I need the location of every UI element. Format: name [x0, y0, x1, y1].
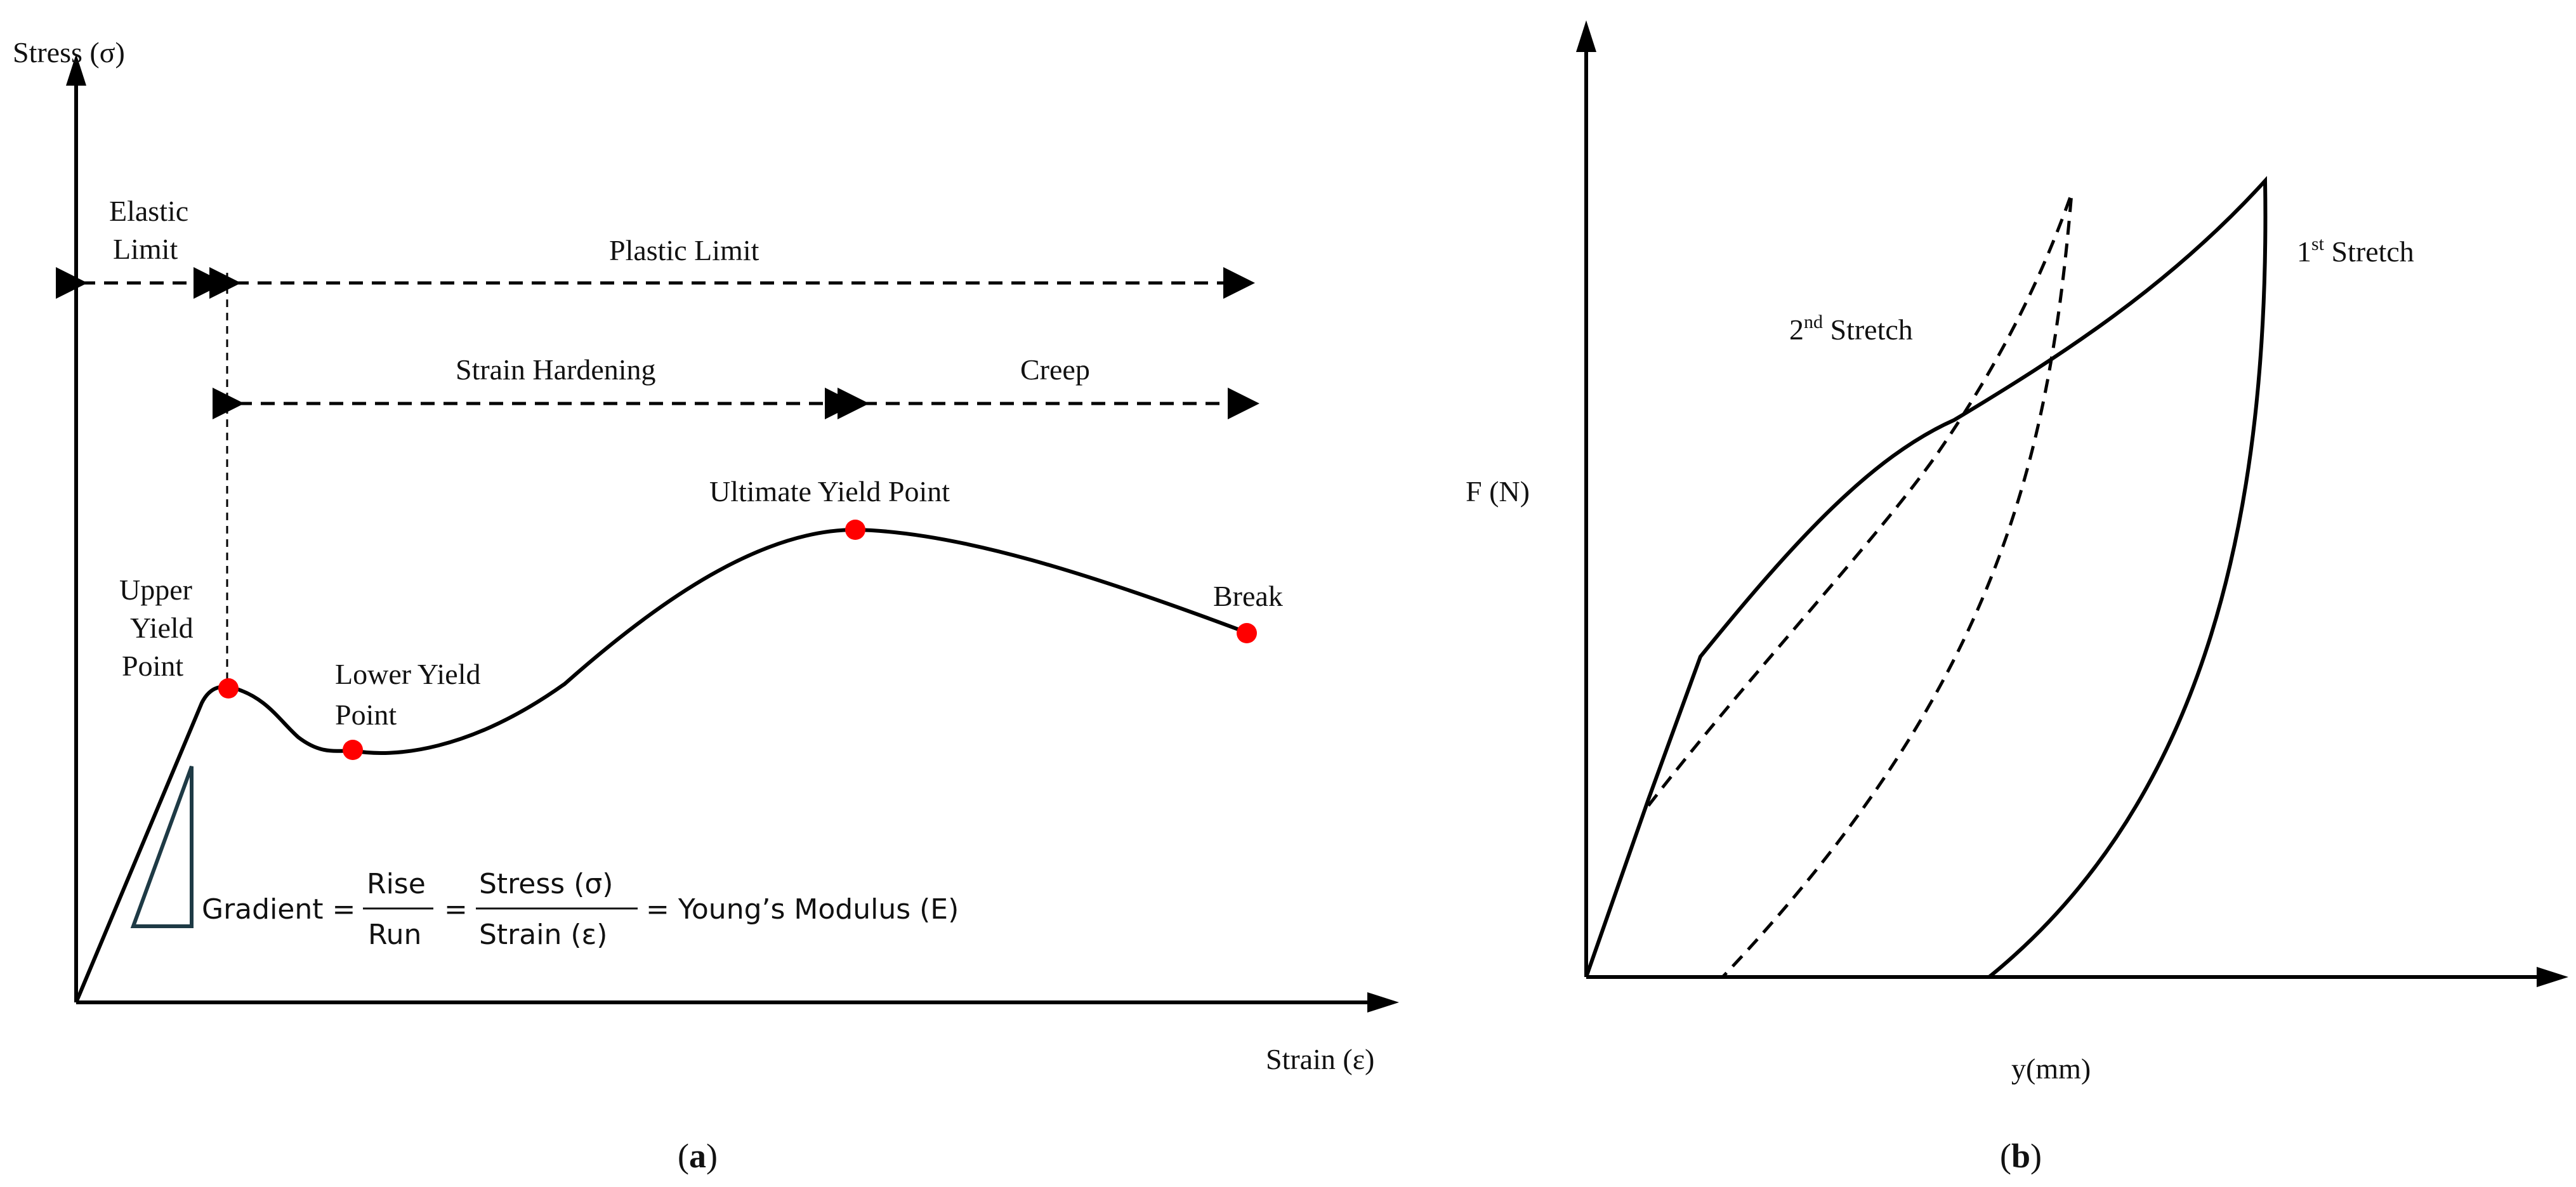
- stress-strain-curve: [74, 527, 1248, 1004]
- x-axis-label-a: Strain (ε): [1266, 1043, 1374, 1075]
- elastic-limit-label-line2: Limit: [113, 233, 178, 265]
- break-label: Break: [1213, 580, 1283, 612]
- x-axis-arrowhead-b: [2537, 967, 2568, 987]
- equation-equals: =: [444, 893, 468, 926]
- y-axis-label-a: Stress (σ): [13, 36, 125, 69]
- equation-gradient: Gradient =: [202, 893, 355, 926]
- x-axis-arrowhead-a: [1367, 992, 1399, 1013]
- lower-yield-label-line2: Point: [335, 698, 397, 731]
- plastic-limit-label: Plastic Limit: [609, 234, 759, 266]
- elastic-limit-label-line1: Elastic: [109, 195, 188, 227]
- caption-a: (a): [678, 1137, 718, 1175]
- equation-rise: Rise: [367, 868, 426, 900]
- first-stretch-label: 1st Stretch: [2297, 233, 2414, 268]
- break-point-marker: [1237, 623, 1257, 643]
- ultimate-yield-label: Ultimate Yield Point: [709, 475, 950, 508]
- caption-b: (b): [2000, 1137, 2042, 1175]
- strain-hardening-label: Strain Hardening: [456, 353, 656, 386]
- second-stretch-label: 2nd Stretch: [1789, 312, 1913, 346]
- upper-yield-label-line1: Upper: [119, 574, 192, 606]
- panel-a: Stress (σ) Strain (ε) Elastic Limit Plas…: [13, 36, 1399, 1175]
- upper-yield-point-marker: [218, 678, 239, 698]
- equation-stress: Stress (σ): [479, 868, 613, 900]
- y-axis-label-b: F (N): [1466, 475, 1530, 508]
- x-axis-label-b: y(mm): [2011, 1053, 2091, 1085]
- ultimate-yield-point-marker: [845, 520, 865, 540]
- y-axis-arrowhead-a: [66, 54, 86, 86]
- equation-strain: Strain (ε): [479, 919, 607, 951]
- youngs-modulus-equation: Gradient = Rise Run = Stress (σ) Strain …: [202, 868, 959, 951]
- caption-b-letter: b: [2011, 1137, 2030, 1175]
- panel-b: F (N) y(mm) 1st Stretch 2nd Stretch (b): [1466, 20, 2568, 1175]
- upper-yield-label-line3: Point: [122, 650, 183, 682]
- lower-yield-point-marker: [343, 740, 363, 760]
- y-axis-arrowhead-b: [1576, 20, 1596, 52]
- equation-run: Run: [368, 919, 421, 951]
- gradient-triangle: [130, 765, 194, 928]
- caption-a-letter: a: [689, 1137, 706, 1175]
- creep-label: Creep: [1020, 353, 1090, 386]
- equation-result: = Young’s Modulus (E): [646, 893, 959, 926]
- second-stretch-curve: [1647, 193, 2073, 978]
- first-stretch-curve: [1584, 176, 2268, 979]
- lower-yield-label-line1: Lower Yield: [335, 658, 481, 690]
- upper-yield-label-line2: Yield: [130, 612, 194, 644]
